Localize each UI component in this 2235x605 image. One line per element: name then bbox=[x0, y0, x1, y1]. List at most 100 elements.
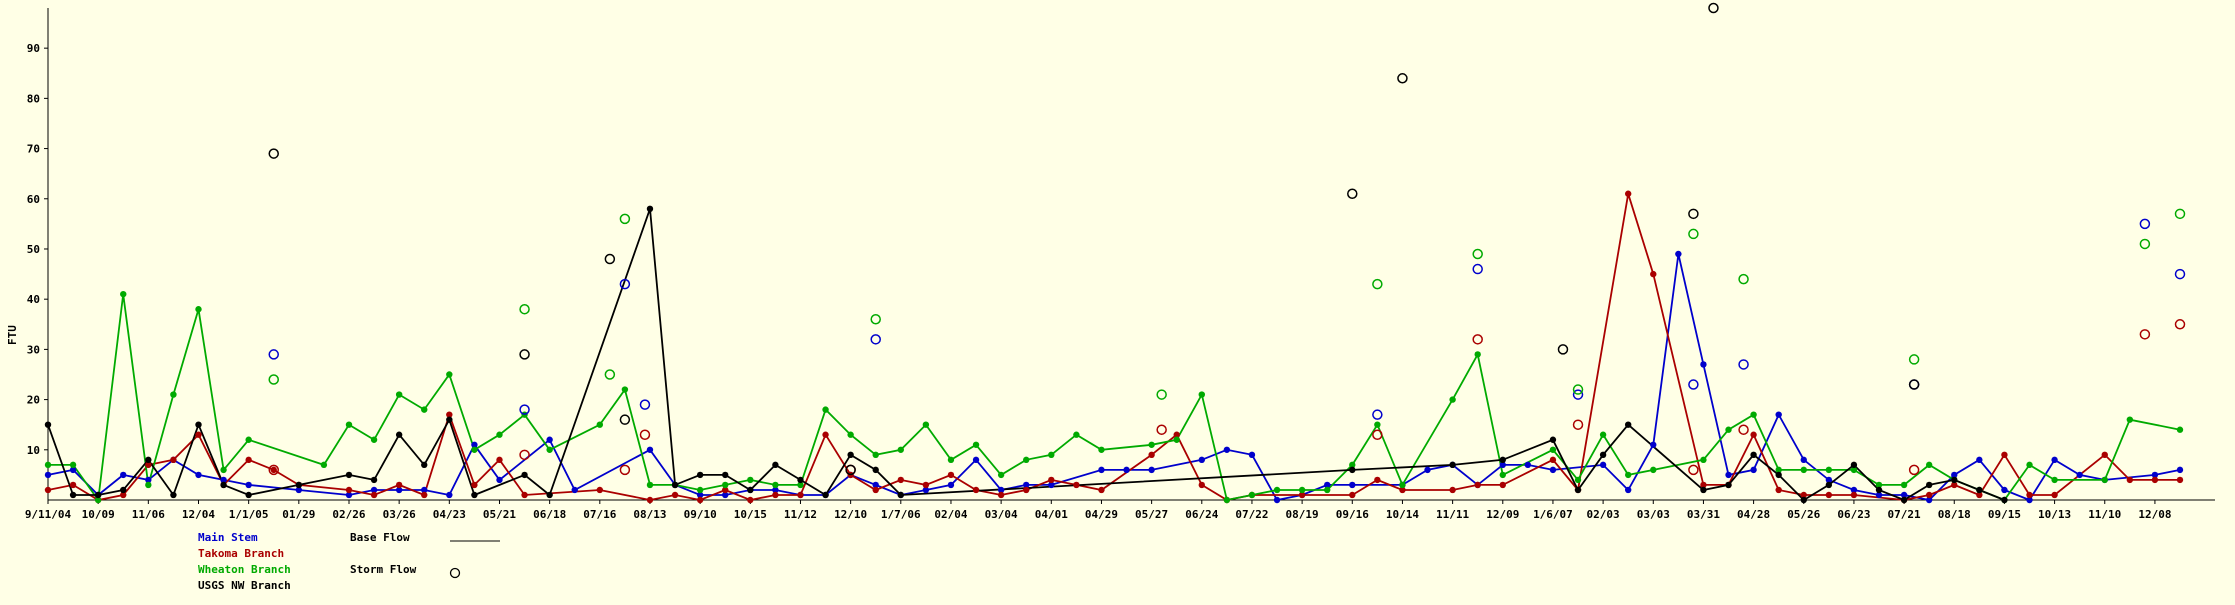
x-ticks: 9/11/04 10/09 11/06 12/04 1/1/05 01/29 02/26 03… bbox=[25, 500, 2171, 521]
main-stem-base-flow-point bbox=[1023, 481, 1030, 489]
y-ticks: 10 20 30 40 50 60 70 80 90 bbox=[27, 42, 48, 457]
wheaton-branch-base-flow-point bbox=[1273, 486, 1281, 494]
main-stem-base-flow-point bbox=[1324, 481, 1331, 489]
takoma-branch-base-flow-point bbox=[722, 486, 729, 494]
takoma-branch-base-flow-point bbox=[69, 481, 77, 489]
usgs-nw-branch-base-flow-point bbox=[395, 431, 403, 438]
usgs-nw-branch-base-flow-point bbox=[69, 491, 77, 499]
usgs-nw-branch-base-flow-point bbox=[1875, 486, 1883, 494]
wheaton-branch-base-flow-point bbox=[1098, 446, 1105, 453]
usgs-nw-branch-storm-flow-point bbox=[1347, 188, 1358, 200]
usgs-nw-branch-base-flow-point bbox=[471, 491, 478, 499]
x-tick-label: 04/23 bbox=[433, 508, 466, 521]
takoma-branch-base-flow-point bbox=[2001, 451, 2008, 459]
takoma-branch-base-flow-point bbox=[1073, 481, 1080, 489]
takoma-branch-base-flow-point bbox=[2126, 476, 2134, 484]
x-tick-label: 06/24 bbox=[1185, 508, 1218, 521]
takoma-branch-storm-flow-point bbox=[268, 464, 279, 476]
usgs-nw-branch-base-flow-point bbox=[1549, 436, 1557, 443]
x-tick-label: 08/18 bbox=[1938, 508, 1971, 521]
usgs-nw-branch-base-flow-point bbox=[170, 491, 177, 499]
usgs-nw-branch-base-flow-point bbox=[671, 481, 679, 489]
main-stem-base-flow-point bbox=[471, 441, 478, 448]
wheaton-branch-base-flow-point bbox=[1499, 471, 1506, 479]
wheaton-branch-base-flow-point bbox=[120, 290, 127, 298]
wheaton-branch-storm-flow-point bbox=[2174, 208, 2186, 220]
x-tick-label: 10/09 bbox=[82, 508, 115, 521]
wheaton-branch-storm-flow-point bbox=[1156, 389, 1167, 400]
y-tick-label: 40 bbox=[27, 293, 40, 306]
takoma-branch-base-flow-point bbox=[521, 491, 528, 499]
x-tick-label: 09/16 bbox=[1336, 508, 1369, 521]
takoma-branch-base-flow-point bbox=[370, 491, 378, 499]
wheaton-branch-base-flow-point bbox=[1374, 421, 1381, 428]
y-tick-label: 90 bbox=[27, 42, 40, 55]
usgs-nw-branch-storm-flow-point bbox=[619, 414, 631, 425]
main-stem-base-flow-point bbox=[195, 471, 202, 479]
wheaton-branch-base-flow-point bbox=[1173, 436, 1180, 443]
wheaton-branch-base-flow-point bbox=[1474, 351, 1481, 358]
takoma-branch-base-flow-point bbox=[872, 486, 879, 494]
wheaton-branch-storm-flow-point bbox=[1572, 384, 1584, 395]
takoma-branch-base-flow-point bbox=[797, 491, 804, 499]
wheaton-branch-base-flow-point bbox=[972, 441, 980, 448]
main-stem-base-flow-point bbox=[1148, 466, 1155, 474]
legend-takoma-branch: Takoma Branch bbox=[198, 547, 284, 560]
wheaton-branch-base-flow-point bbox=[1725, 426, 1732, 433]
takoma-branch-base-flow-point bbox=[646, 496, 654, 504]
main-stem-base-flow-line bbox=[47, 253, 2181, 502]
usgs-nw-branch-base-flow-point bbox=[94, 491, 102, 499]
main-stem-base-flow-point bbox=[2176, 466, 2184, 474]
storm-flow-points bbox=[268, 2, 2186, 476]
takoma-branch-base-flow-point bbox=[972, 486, 980, 494]
takoma-branch-base-flow-point bbox=[1048, 476, 1055, 484]
wheaton-branch-base-flow-point bbox=[772, 481, 779, 489]
main-stem-base-flow-point bbox=[1273, 496, 1281, 504]
main-stem-base-flow-point bbox=[1725, 471, 1732, 479]
wheaton-branch-base-flow-point bbox=[1574, 476, 1582, 484]
wheaton-branch-base-flow-point bbox=[596, 421, 604, 428]
wheaton-branch-base-flow-point bbox=[1650, 466, 1657, 474]
main-stem-base-flow-point bbox=[1775, 411, 1782, 418]
main-stem-base-flow-point bbox=[1198, 456, 1205, 464]
takoma-branch-base-flow-point bbox=[1173, 431, 1180, 438]
usgs-nw-branch-base-flow-point bbox=[1775, 471, 1782, 479]
wheaton-branch-base-flow-point bbox=[1549, 446, 1557, 453]
takoma-branch-base-flow-point bbox=[44, 486, 52, 494]
takoma-branch-base-flow-point bbox=[1624, 190, 1632, 197]
usgs-nw-branch-base-flow-line bbox=[47, 208, 2005, 502]
wheaton-branch-base-flow-point bbox=[747, 476, 754, 484]
takoma-branch-base-flow-point bbox=[496, 456, 503, 464]
usgs-nw-branch-base-flow-point bbox=[546, 491, 553, 499]
usgs-nw-branch-base-flow-point bbox=[1499, 456, 1506, 464]
wheaton-branch-base-flow-point bbox=[1700, 456, 1707, 464]
main-stem-base-flow-point bbox=[1900, 491, 1908, 499]
wheaton-branch-base-flow-point bbox=[69, 461, 77, 469]
x-tick-label: 12/10 bbox=[834, 508, 867, 521]
x-tick-label: 11/11 bbox=[1436, 508, 1469, 521]
wheaton-branch-base-flow-point bbox=[345, 421, 353, 428]
takoma-branch-base-flow-point bbox=[446, 411, 453, 418]
main-stem-storm-flow-point bbox=[619, 278, 631, 290]
main-stem-base-flow-point bbox=[2076, 471, 2083, 479]
wheaton-branch-storm-flow-point bbox=[2139, 238, 2151, 250]
main-stem-base-flow-point bbox=[446, 491, 453, 499]
main-stem-base-flow-point bbox=[1700, 361, 1707, 368]
main-stem-base-flow-point bbox=[1499, 461, 1506, 469]
wheaton-branch-base-flow-point bbox=[1449, 396, 1456, 403]
main-stem-base-flow-point bbox=[220, 476, 227, 484]
usgs-nw-branch-base-flow-point bbox=[521, 471, 528, 479]
y-tick-label: 10 bbox=[27, 444, 40, 457]
x-tick-label: 07/21 bbox=[1888, 508, 1921, 521]
takoma-branch-base-flow-point bbox=[1951, 481, 1958, 489]
x-tick-label: 1/1/05 bbox=[229, 508, 269, 521]
x-tick-label: 10/14 bbox=[1386, 508, 1419, 521]
axes bbox=[47, 8, 2215, 501]
main-stem-storm-flow-point bbox=[1472, 263, 1483, 275]
main-stem-base-flow-point bbox=[1951, 471, 1958, 479]
wheaton-branch-storm-flow-point bbox=[268, 374, 279, 385]
x-tick-label: 07/22 bbox=[1235, 508, 1268, 521]
wheaton-branch-base-flow-point bbox=[2051, 476, 2058, 484]
wheaton-branch-base-flow-point bbox=[722, 481, 729, 489]
